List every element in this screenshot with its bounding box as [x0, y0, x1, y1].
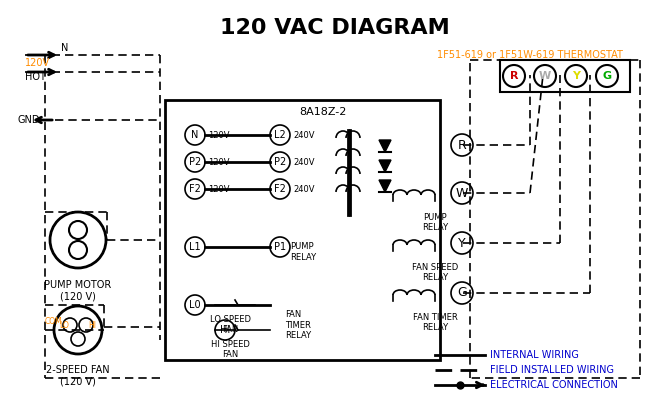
Text: F2: F2: [189, 184, 201, 194]
Text: L1: L1: [189, 242, 201, 252]
Text: GND: GND: [18, 115, 40, 125]
Circle shape: [451, 182, 473, 204]
Circle shape: [79, 318, 93, 332]
Circle shape: [270, 152, 290, 172]
Text: 120V: 120V: [208, 130, 230, 140]
Text: ELECTRICAL CONNECTION: ELECTRICAL CONNECTION: [490, 380, 618, 390]
Text: L2: L2: [274, 130, 286, 140]
Text: HOT: HOT: [25, 72, 46, 82]
Circle shape: [63, 318, 77, 332]
Bar: [500, 60, 630, 92]
Circle shape: [534, 65, 556, 87]
Circle shape: [185, 179, 205, 199]
Circle shape: [54, 306, 102, 354]
Text: W: W: [539, 71, 551, 81]
Text: FIELD INSTALLED WIRING: FIELD INSTALLED WIRING: [490, 365, 614, 375]
Circle shape: [451, 232, 473, 254]
Text: 120V: 120V: [208, 184, 230, 194]
Circle shape: [270, 179, 290, 199]
Text: 240V: 240V: [293, 158, 314, 166]
Text: 120V: 120V: [25, 58, 50, 68]
Text: 240V: 240V: [293, 184, 314, 194]
Text: P2: P2: [189, 157, 201, 167]
Text: G: G: [602, 71, 612, 81]
Polygon shape: [379, 180, 391, 192]
Text: PUMP
RELAY: PUMP RELAY: [290, 242, 316, 262]
Text: 1F51-619 or 1F51W-619 THERMOSTAT: 1F51-619 or 1F51W-619 THERMOSTAT: [437, 50, 623, 60]
Text: HI: HI: [88, 321, 96, 329]
Circle shape: [270, 125, 290, 145]
Text: INTERNAL WIRING: INTERNAL WIRING: [490, 350, 579, 360]
Text: FAN SPEED
RELAY: FAN SPEED RELAY: [412, 263, 458, 282]
Text: 120 VAC DIAGRAM: 120 VAC DIAGRAM: [220, 18, 450, 38]
Circle shape: [185, 295, 205, 315]
Text: 8A18Z-2: 8A18Z-2: [299, 107, 346, 117]
Text: PUMP
RELAY: PUMP RELAY: [422, 213, 448, 233]
Text: N: N: [62, 43, 69, 53]
Text: HI: HI: [220, 325, 230, 335]
Circle shape: [451, 282, 473, 304]
Circle shape: [596, 65, 618, 87]
Circle shape: [565, 65, 587, 87]
Text: PUMP MOTOR
(120 V): PUMP MOTOR (120 V): [44, 280, 112, 302]
Text: 2-SPEED FAN
(120 V): 2-SPEED FAN (120 V): [46, 365, 110, 387]
Text: COM: COM: [44, 318, 62, 326]
Text: 240V: 240V: [293, 130, 314, 140]
Text: Y: Y: [458, 236, 466, 249]
Text: 120V: 120V: [208, 158, 230, 166]
Circle shape: [185, 125, 205, 145]
Text: Y: Y: [572, 71, 580, 81]
Circle shape: [215, 320, 235, 340]
Circle shape: [69, 241, 87, 259]
Text: LO: LO: [59, 321, 69, 329]
Text: N: N: [192, 130, 199, 140]
Text: FAN TIMER
RELAY: FAN TIMER RELAY: [413, 313, 458, 332]
Text: FAN
TIMER
RELAY: FAN TIMER RELAY: [285, 310, 311, 340]
Text: G: G: [457, 287, 467, 300]
Text: R: R: [458, 139, 466, 152]
Text: HI SPEED
FAN: HI SPEED FAN: [210, 340, 249, 360]
Text: P1: P1: [274, 242, 286, 252]
Circle shape: [185, 237, 205, 257]
Polygon shape: [379, 160, 391, 172]
Circle shape: [270, 237, 290, 257]
Text: W: W: [456, 186, 468, 199]
Circle shape: [451, 134, 473, 156]
Text: F2: F2: [274, 184, 286, 194]
Circle shape: [69, 221, 87, 239]
Text: LO SPEED
FAN: LO SPEED FAN: [210, 315, 251, 334]
Bar: [165, 100, 440, 360]
Text: R: R: [510, 71, 519, 81]
Circle shape: [50, 212, 106, 268]
Text: L0: L0: [189, 300, 201, 310]
Polygon shape: [379, 140, 391, 152]
Circle shape: [71, 332, 85, 346]
Circle shape: [185, 152, 205, 172]
Circle shape: [503, 65, 525, 87]
Text: P2: P2: [274, 157, 286, 167]
